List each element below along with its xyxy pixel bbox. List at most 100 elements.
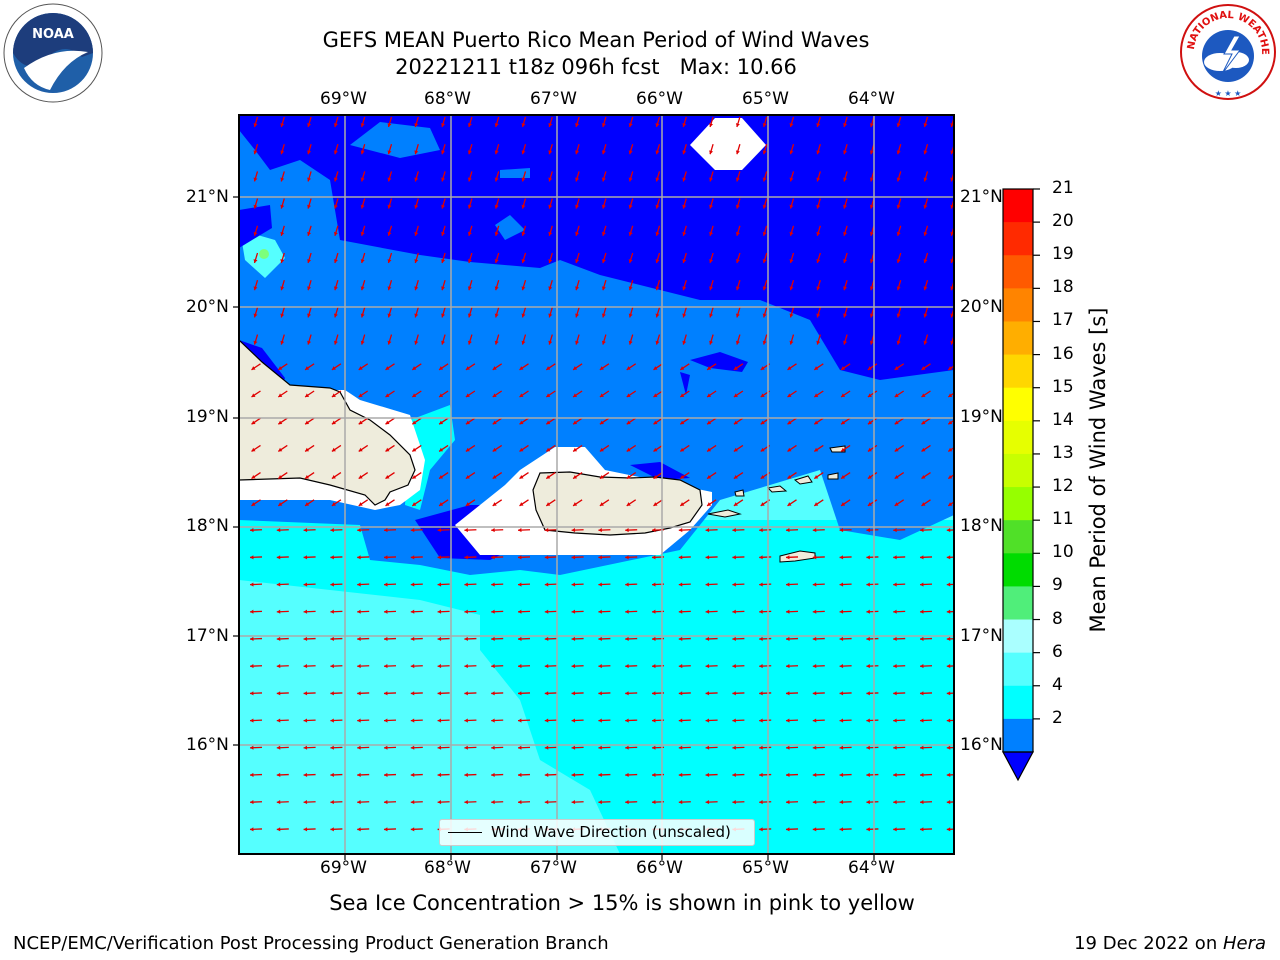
lon-label-top: 69°W: [320, 89, 367, 109]
wind-arrow-head: [839, 800, 844, 805]
wind-arrow-head: [814, 366, 819, 370]
colorbar-tick-label: 18: [1052, 277, 1074, 298]
wind-arrow-head: [330, 582, 334, 587]
wind-arrow-head: [786, 609, 790, 614]
wind-arrow-head: [786, 745, 790, 750]
wind-arrow-head: [307, 204, 312, 209]
wind-arrow-head: [253, 340, 258, 345]
wind-arrow-head: [491, 528, 495, 533]
wind-arrow-head: [307, 150, 312, 155]
wind-arrow-head: [839, 664, 844, 669]
wind-arrow-head: [843, 313, 848, 318]
wind-arrow-head: [601, 313, 606, 318]
wind-arrow-head: [280, 177, 285, 182]
wind-arrow-head: [253, 123, 258, 127]
lat-label-right: 21°N: [960, 187, 1003, 207]
wind-arrow-head: [491, 582, 495, 587]
wind-arrow-head: [598, 718, 602, 723]
wind-arrow-head: [896, 286, 901, 291]
wind-arrow-head: [331, 393, 336, 397]
wind-arrow-head: [682, 259, 687, 263]
wind-arrow-head: [439, 420, 444, 425]
wind-arrow-head: [759, 745, 763, 750]
wind-arrow-head: [732, 636, 736, 641]
wind-arrow-head: [491, 664, 495, 669]
wind-arrow-head: [546, 474, 551, 479]
wind-arrow-head: [331, 474, 336, 479]
wind-arrow-head: [303, 664, 308, 669]
map-gridlines: [239, 115, 954, 854]
wind-arrow-head: [441, 259, 446, 263]
wind-arrow-head: [465, 393, 470, 397]
wind-arrow-head: [946, 664, 951, 669]
wind-arrow-head: [518, 718, 522, 723]
wind-arrow-head: [920, 827, 924, 832]
wind-arrow-head: [333, 123, 338, 127]
wind-arrow-head: [492, 420, 497, 425]
wind-arrow-head: [816, 259, 821, 263]
wind-arrow-head: [707, 420, 712, 425]
wind-arrow-head: [599, 393, 604, 397]
wind-arrow-head: [492, 474, 497, 479]
wind-arrow-head: [705, 636, 710, 641]
wind-arrow-head: [707, 474, 712, 479]
wind-arrow-head: [598, 609, 602, 614]
chart-subtitle: 20221211 t18z 096h fcst Max: 10.66: [395, 55, 797, 79]
wind-arrow-head: [655, 286, 660, 291]
wind-arrow-head: [357, 827, 361, 832]
wind-arrow-head: [786, 691, 790, 696]
wind-arrow-head: [948, 393, 953, 397]
wind-arrow-head: [360, 313, 365, 318]
wind-arrow-head: [303, 691, 308, 696]
wind-arrow-head: [385, 447, 390, 452]
wind-arrow-head: [921, 366, 926, 370]
wind-arrow-head: [867, 420, 872, 425]
wind-arrow-head: [303, 718, 308, 723]
wind-arrow-head: [867, 393, 872, 397]
wind-arrow-head: [923, 204, 928, 209]
wind-arrow-head: [598, 745, 602, 750]
wind-arrow-head: [387, 204, 392, 209]
wind-arrow-head: [759, 555, 763, 560]
wind-arrow-head: [601, 150, 606, 155]
colorbar-segment: [1003, 255, 1033, 289]
wind-arrow-head: [839, 528, 844, 533]
wind-arrow-head: [250, 800, 254, 805]
wind-arrow-head: [251, 393, 256, 397]
wind-arrow-head: [548, 150, 553, 155]
wind-arrow-head: [437, 800, 442, 805]
colorbar-tick-label: 6: [1052, 641, 1063, 662]
wind-arrow-head: [893, 718, 897, 723]
wind-arrow-head: [839, 582, 844, 587]
wind-arrow-head: [705, 718, 710, 723]
wind-arrow-head: [786, 528, 790, 533]
wind-arrow-head: [786, 718, 790, 723]
wind-arrow-head: [707, 502, 712, 506]
wind-arrow-head: [789, 313, 794, 318]
colorbar-segment: [1003, 387, 1033, 422]
wind-arrow-head: [812, 609, 817, 614]
colorbar-label: Mean Period of Wind Waves [s]: [1086, 307, 1110, 633]
wind-arrow-head: [732, 718, 736, 723]
wind-arrow-head: [733, 502, 738, 506]
wind-arrow-head: [732, 745, 736, 750]
wind-arrow-head: [789, 231, 794, 236]
wind-arrow-head: [360, 123, 365, 127]
wind-arrow-head: [628, 340, 633, 345]
wind-arrow-head: [360, 177, 365, 182]
wind-arrow-head: [410, 827, 415, 832]
wind-arrow-head: [387, 123, 392, 127]
hispaniola-landmass: [239, 339, 416, 506]
wind-arrow-head: [628, 150, 633, 155]
wind-arrow-head: [410, 718, 415, 723]
wind-arrow-head: [357, 582, 361, 587]
wind-arrow-head: [384, 555, 388, 560]
wind-arrow-head: [762, 286, 767, 291]
wind-arrow-head: [307, 123, 312, 127]
wind-arrow-head: [464, 772, 468, 777]
wind-arrow-head: [387, 313, 392, 318]
wind-arrow-head: [384, 664, 388, 669]
wind-arrow-head: [682, 231, 687, 236]
wind-arrow-head: [571, 609, 576, 614]
wind-arrow-head: [682, 123, 687, 127]
